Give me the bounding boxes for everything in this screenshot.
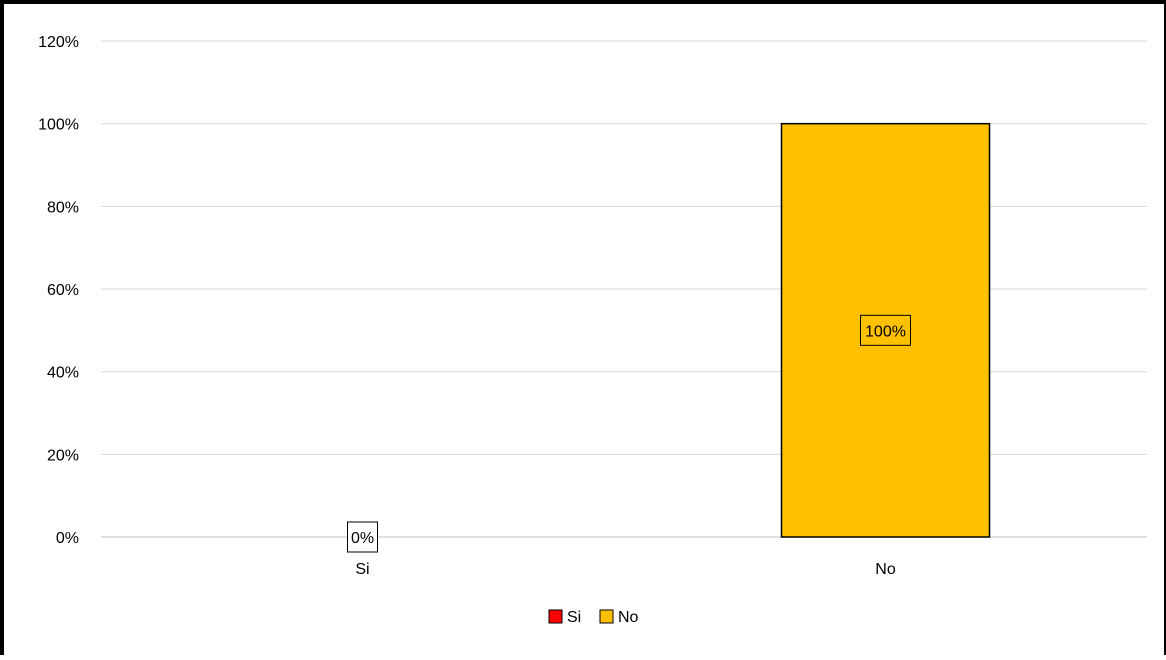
legend-swatch: [548, 609, 563, 624]
y-tick-label: 0%: [56, 530, 79, 547]
data-label: 0%: [351, 530, 374, 547]
data-label: 100%: [865, 323, 906, 340]
data-label-box: [860, 314, 911, 346]
data-labels: 0% 100%: [347, 314, 911, 553]
legend: Si No: [548, 609, 639, 626]
legend-label: Si: [567, 609, 581, 626]
legend-label: No: [618, 609, 639, 626]
x-tick-label: Si: [355, 561, 369, 578]
y-tick-label: 20%: [47, 447, 79, 464]
x-axis-tick-labels: Si No: [355, 561, 895, 578]
y-tick-label: 120%: [38, 34, 79, 51]
y-tick-label: 100%: [38, 117, 79, 134]
legend-swatch: [599, 609, 614, 624]
y-tick-label: 60%: [47, 282, 79, 299]
gridlines: [101, 40, 1147, 538]
y-tick-label: 40%: [47, 365, 79, 382]
bar-chart: 0% 20% 40% 60% 80% 100% 120% Si No 0% 100% Si No: [38, 34, 1147, 626]
data-label-box: [347, 521, 378, 553]
y-tick-label: 80%: [47, 199, 79, 216]
y-axis-tick-labels: 0% 20% 40% 60% 80% 100% 120%: [38, 34, 79, 547]
x-tick-label: No: [875, 561, 896, 578]
